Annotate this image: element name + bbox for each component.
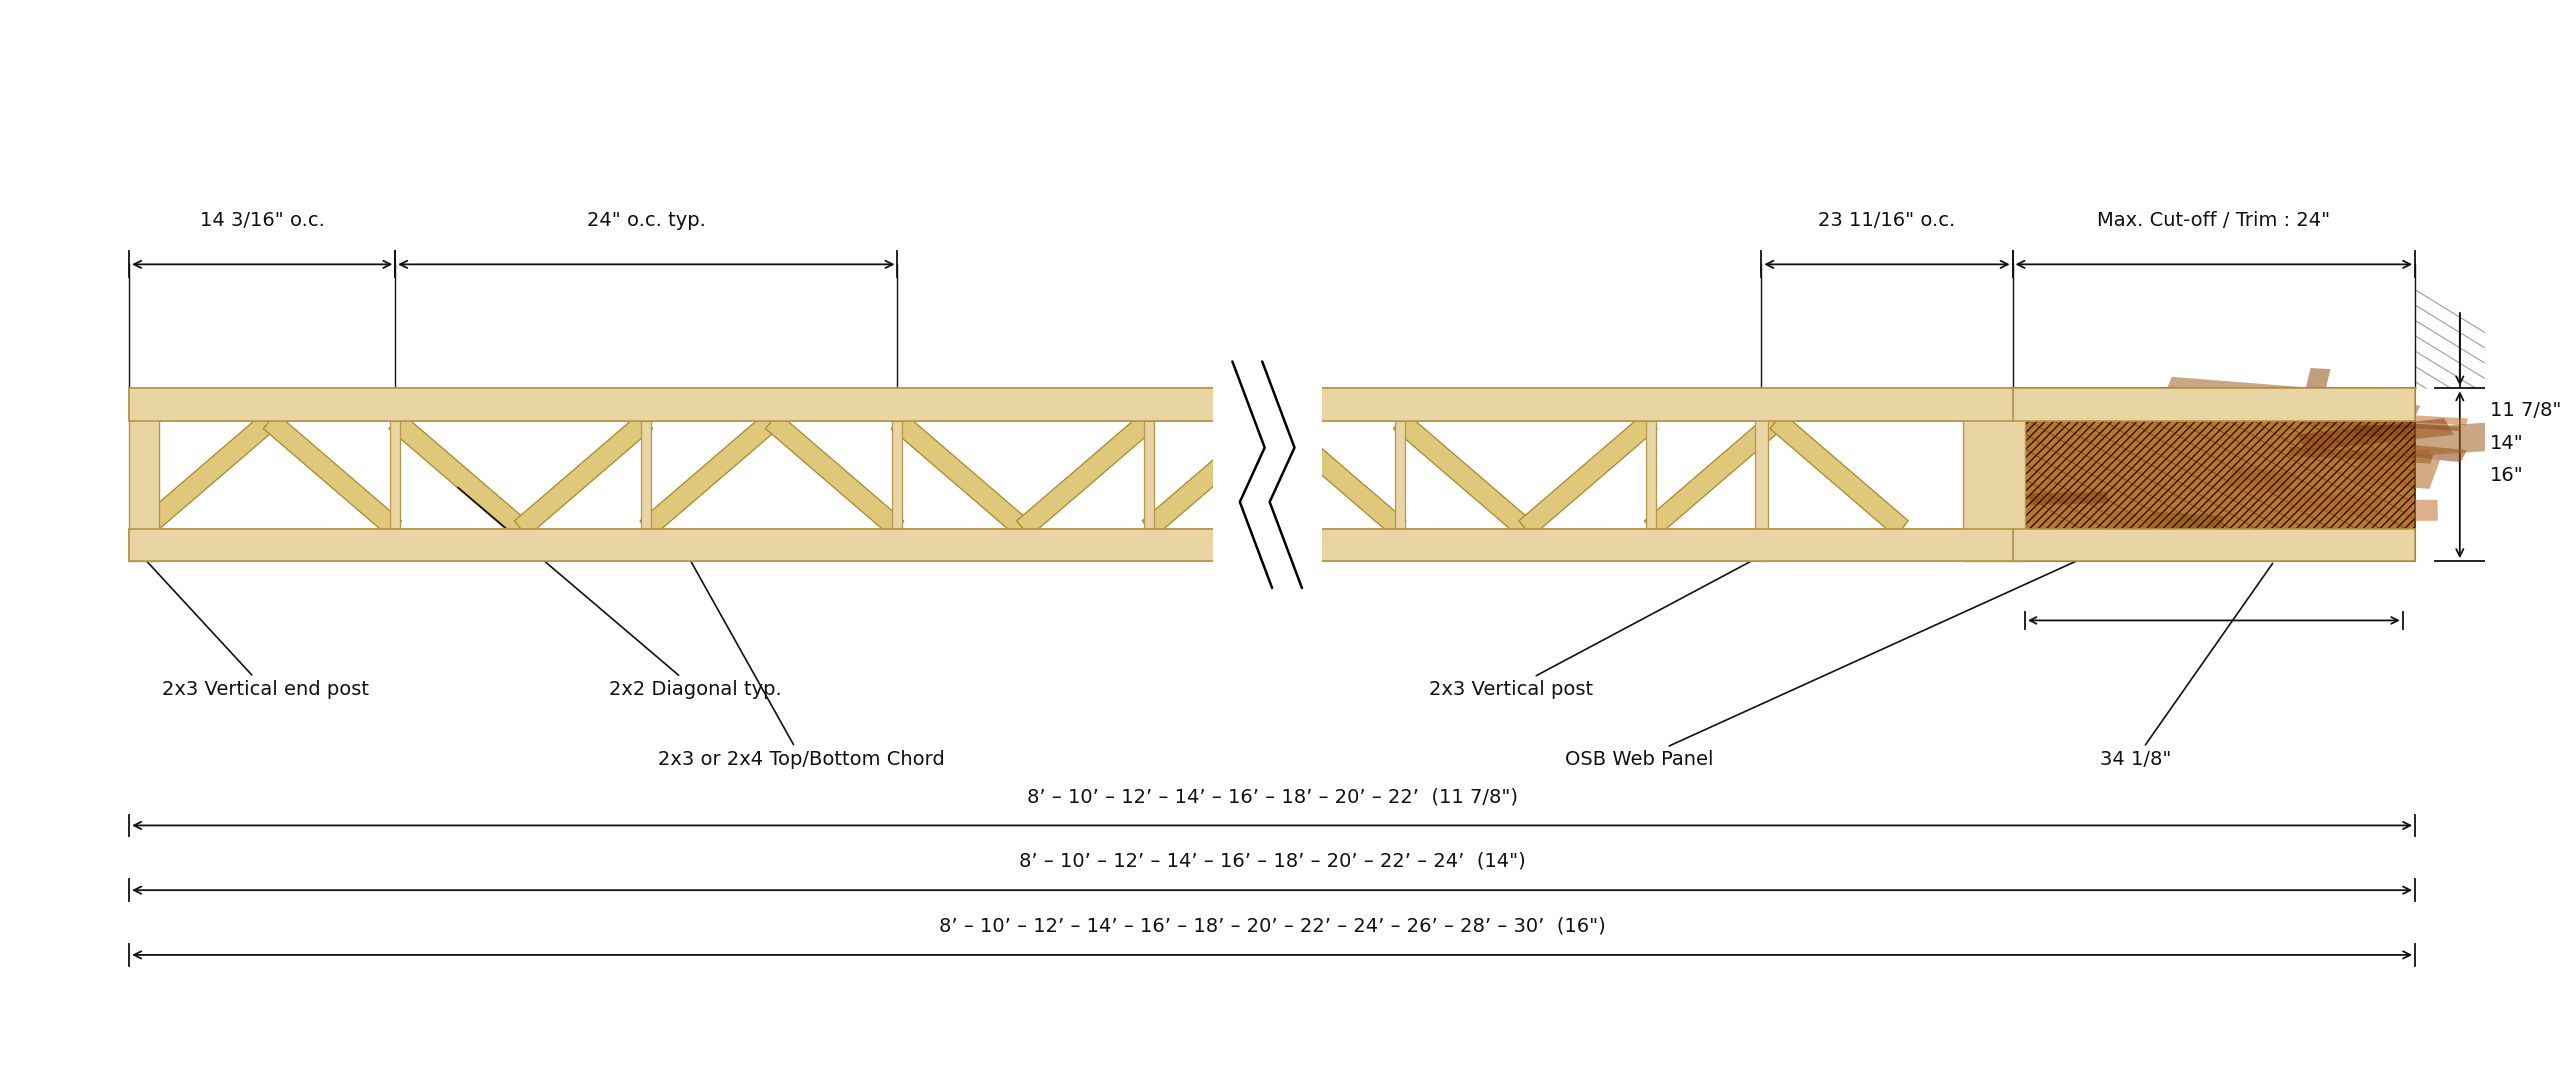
Polygon shape (515, 413, 653, 536)
Polygon shape (1518, 413, 1656, 536)
Bar (128, 388, 2012, 421)
Text: 2x3 Vertical post: 2x3 Vertical post (1428, 557, 1759, 699)
Bar (2401, 445, 2468, 462)
Bar (2143, 511, 2225, 545)
Polygon shape (765, 413, 904, 536)
Text: 11 7/8": 11 7/8" (2491, 401, 2560, 421)
Bar (2035, 388, 2156, 423)
Text: 16": 16" (2491, 466, 2524, 486)
Bar (2404, 500, 2437, 521)
Polygon shape (1756, 388, 1769, 561)
Polygon shape (1267, 413, 1405, 536)
Polygon shape (1144, 421, 1155, 529)
Bar (2225, 466, 2296, 493)
Bar (1964, 388, 2025, 561)
Bar (2163, 377, 2299, 407)
Bar (2030, 492, 2109, 505)
Bar (2012, 388, 2414, 561)
Bar (2355, 425, 2409, 437)
Polygon shape (643, 421, 650, 529)
Text: 8’ – 10’ – 12’ – 14’ – 16’ – 18’ – 20’ – 22’ – 24’ – 26’ – 28’ – 30’  (16"): 8’ – 10’ – 12’ – 14’ – 16’ – 18’ – 20’ –… (940, 916, 1605, 935)
Bar (128, 529, 2012, 561)
Bar (2012, 388, 2414, 421)
Polygon shape (389, 413, 527, 536)
Bar (128, 529, 2012, 561)
Text: 23 11/16" o.c.: 23 11/16" o.c. (1818, 210, 1956, 230)
Bar (2353, 454, 2440, 489)
Bar (2217, 390, 2278, 408)
Bar (2278, 489, 2383, 518)
Bar (128, 388, 159, 561)
Polygon shape (1142, 413, 1280, 536)
Bar (2012, 529, 2414, 561)
Polygon shape (640, 413, 778, 536)
Text: 2x3 or 2x4 Top/Bottom Chord: 2x3 or 2x4 Top/Bottom Chord (658, 547, 945, 769)
Text: 2x2 Diagonal typ.: 2x2 Diagonal typ. (458, 488, 781, 699)
Bar (2263, 390, 2404, 411)
Polygon shape (1395, 421, 1405, 529)
Text: 14": 14" (2491, 434, 2524, 453)
Polygon shape (264, 413, 402, 536)
Bar (2299, 396, 2419, 434)
Polygon shape (389, 421, 399, 529)
Polygon shape (1016, 413, 1155, 536)
Bar (2289, 447, 2432, 464)
Polygon shape (1769, 413, 1907, 536)
Text: 8’ – 10’ – 12’ – 14’ – 16’ – 18’ – 20’ – 22’  (11 7/8"): 8’ – 10’ – 12’ – 14’ – 16’ – 18’ – 20’ –… (1027, 787, 1518, 806)
Text: 8’ – 10’ – 12’ – 14’ – 16’ – 18’ – 20’ – 22’ – 24’  (14"): 8’ – 10’ – 12’ – 14’ – 16’ – 18’ – 20’ –… (1019, 851, 1526, 871)
Bar (2184, 551, 2222, 558)
Text: 24" o.c. typ.: 24" o.c. typ. (586, 210, 707, 230)
Text: 34 1/8": 34 1/8" (2099, 563, 2273, 769)
Text: OSB Web Panel: OSB Web Panel (1564, 546, 2109, 769)
Text: Max. Cut-off / Trim : 24": Max. Cut-off / Trim : 24" (2097, 210, 2330, 230)
Polygon shape (1393, 413, 1531, 536)
Bar (2237, 480, 2271, 493)
Bar (2304, 368, 2330, 400)
Polygon shape (1644, 413, 1782, 536)
Text: 2x3 Vertical end post: 2x3 Vertical end post (143, 558, 369, 699)
Bar (1213, 361, 1321, 588)
Polygon shape (1646, 421, 1656, 529)
Bar (128, 388, 2012, 421)
Bar (2409, 423, 2460, 432)
Bar (2360, 448, 2429, 456)
Bar (2184, 415, 2332, 423)
Bar (2012, 388, 2414, 561)
Polygon shape (893, 421, 904, 529)
Polygon shape (891, 413, 1029, 536)
Bar (2296, 419, 2455, 451)
Bar (2102, 511, 2181, 545)
Polygon shape (138, 413, 276, 536)
Text: 14 3/16" o.c.: 14 3/16" o.c. (200, 210, 325, 230)
Bar (2381, 422, 2514, 457)
Bar (2401, 414, 2468, 425)
Bar (2245, 533, 2358, 554)
